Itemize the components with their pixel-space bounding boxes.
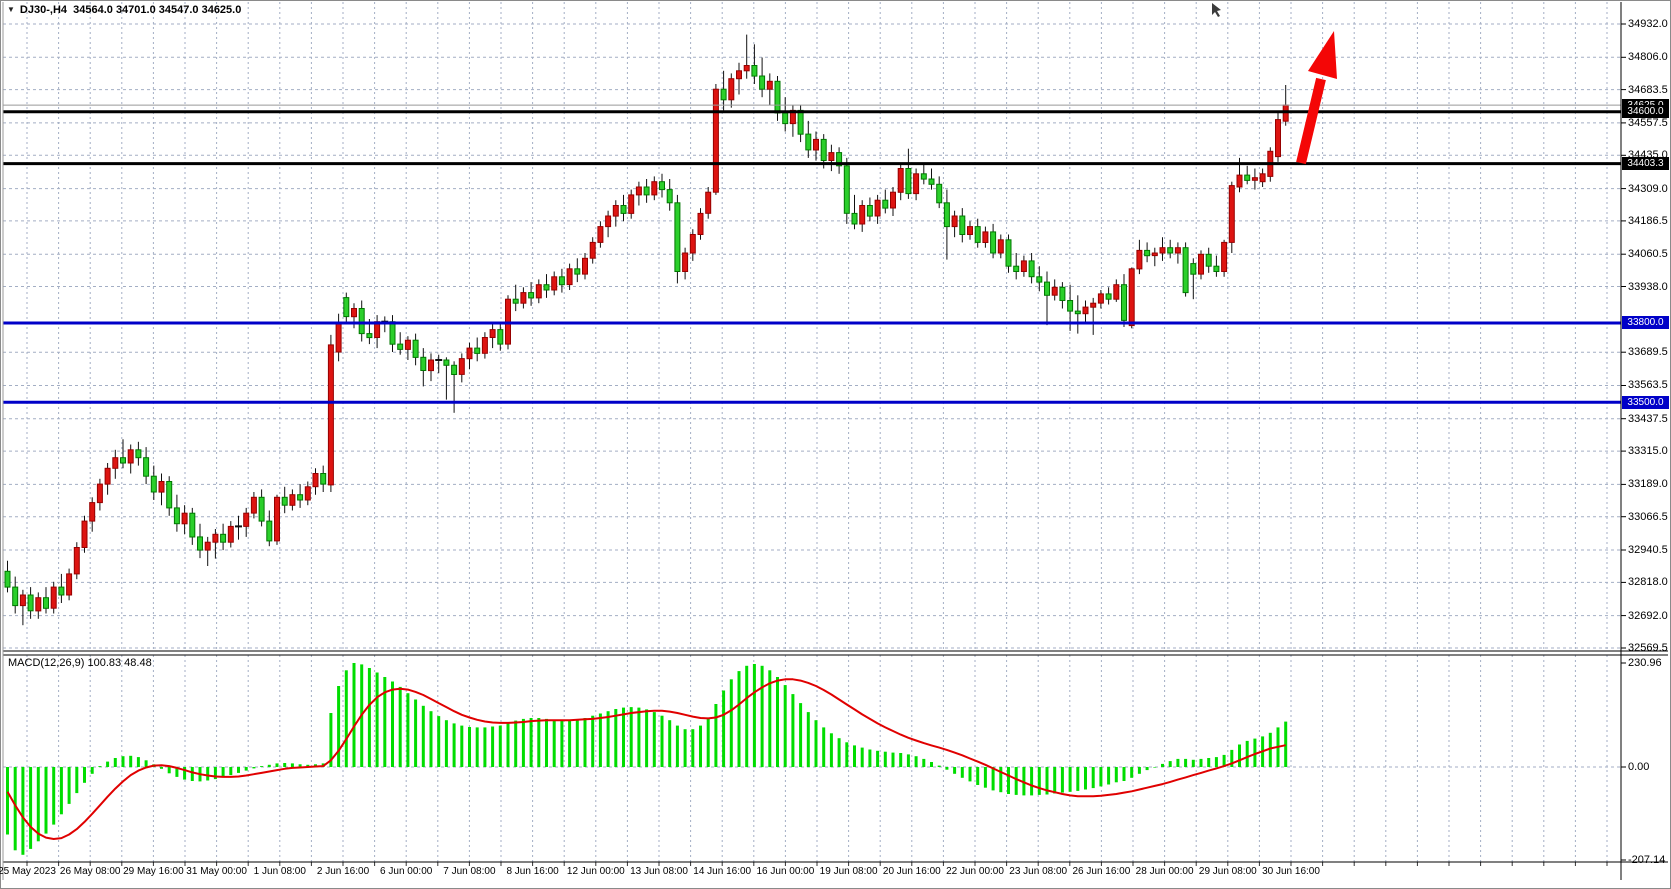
time-axis-label: 20 Jun 16:00: [882, 866, 941, 877]
price-badge-33500.0[interactable]: 33500.0: [1622, 395, 1669, 409]
time-axis-label: 26 May 08:00: [59, 866, 121, 877]
mouse-cursor-icon: [1212, 3, 1221, 17]
price-axis-label: 34186.5: [1628, 214, 1668, 227]
time-axis-label: 12 Jun 00:00: [566, 866, 625, 877]
time-axis-label: 13 Jun 08:00: [630, 866, 688, 877]
symbol-dropdown-icon[interactable]: ▼: [7, 5, 15, 14]
buy-arrow[interactable]: [1296, 31, 1337, 165]
price-badge-34600.0[interactable]: 34600.0: [1622, 105, 1669, 119]
time-axis-label: 22 Jun 00:00: [946, 866, 1004, 877]
price-axis-label: 32818.0: [1628, 576, 1668, 589]
price-axis-label: 33689.5: [1628, 346, 1668, 359]
price-axis-label: 32692.0: [1628, 609, 1668, 622]
price-axis-label: 34683.5: [1628, 83, 1668, 96]
time-axis-label: 8 Jun 16:00: [506, 866, 559, 877]
price-axis-label: 33189.0: [1628, 478, 1668, 491]
price-axis-label: 33437.5: [1628, 412, 1668, 425]
macd-axis-label: 230.96: [1628, 657, 1662, 669]
time-axis-label: 29 May 16:00: [123, 866, 184, 877]
time-axis-label: 28 Jun 00:00: [1135, 866, 1194, 877]
time-axis-label: 25 May 2023: [0, 866, 56, 877]
macd-signal-line: [6, 678, 1286, 840]
macd-axis-label: -207.14: [1628, 854, 1666, 866]
chart-title-ohlc: 34564.0 34701.0 34547.0 34625.0: [73, 4, 242, 16]
time-axis-label: 30 Jun 16:00: [1262, 866, 1320, 877]
chart-title-symbol: DJ30-,H4: [19, 4, 67, 16]
time-axis-label: 2 Jun 16:00: [316, 866, 370, 877]
time-axis-label: 26 Jun 16:00: [1072, 866, 1131, 877]
time-axis-label: 7 Jun 08:00: [443, 866, 496, 877]
time-axis-label: 31 May 00:00: [186, 866, 247, 877]
price-axis-label: 34806.0: [1628, 51, 1668, 64]
time-axis-label: 6 Jun 00:00: [380, 866, 433, 877]
macd-indicator-label: MACD(12,26,9) 100.83 48.48: [8, 657, 152, 669]
time-axis-label: 29 Jun 08:00: [1198, 866, 1257, 877]
price-axis-label: 34060.5: [1628, 248, 1668, 261]
price-axis-label: 33938.0: [1628, 280, 1668, 293]
time-axis-label: 23 Jun 08:00: [1009, 866, 1068, 877]
macd-axis-label: 0.00: [1628, 761, 1650, 773]
time-axis-label: 16 Jun 00:00: [756, 866, 815, 877]
price-badge-34403.3[interactable]: 34403.3: [1622, 157, 1669, 171]
macd-histogram: [6, 663, 1288, 855]
time-axis-label: 1 Jun 08:00: [253, 866, 306, 877]
price-badge-33800.0[interactable]: 33800.0: [1622, 316, 1669, 330]
price-axis-label: 33066.5: [1628, 510, 1668, 523]
candles: [4, 34, 1289, 626]
price-axis-label: 34557.5: [1628, 116, 1668, 129]
price-axis-label: 32569.5: [1628, 642, 1668, 654]
price-axis-label: 34932.0: [1628, 18, 1668, 30]
price-axis-label: 33563.5: [1628, 379, 1668, 392]
chart-title: ▼ DJ30-,H4 34564.0 34701.0 34547.0 34625.…: [7, 4, 241, 16]
price-axis-label: 34309.0: [1628, 182, 1668, 195]
price-axis-label: 33315.0: [1628, 445, 1668, 458]
time-axis-label: 14 Jun 16:00: [693, 866, 752, 877]
price-axis-label: 32940.5: [1628, 544, 1668, 556]
time-axis-label: 19 Jun 08:00: [819, 866, 878, 877]
